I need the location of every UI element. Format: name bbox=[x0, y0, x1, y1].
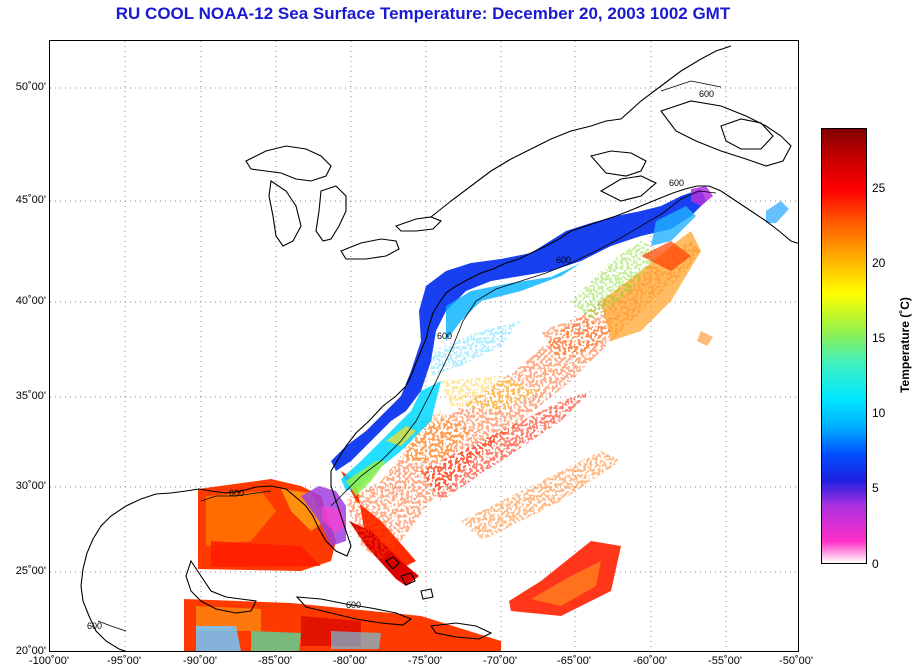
lat-label-30: 30˚00' bbox=[15, 480, 46, 492]
lon-label-80: -80˚00' bbox=[333, 655, 367, 667]
lon-label-55: -55˚00' bbox=[708, 655, 742, 667]
coastlines bbox=[80, 45, 798, 651]
lat-label-50: 50˚00' bbox=[15, 81, 46, 93]
colorbar-tick-15: 15 bbox=[872, 331, 886, 345]
lon-label-95: -95˚00' bbox=[107, 655, 141, 667]
lat-label-35: 35˚00' bbox=[15, 390, 46, 402]
lon-label-50: -50˚00' bbox=[779, 655, 813, 667]
isobath-label-gulf: 600 bbox=[229, 488, 244, 498]
isobath-label-scotian: 600 bbox=[669, 178, 684, 188]
map-title: RU COOL NOAA-12 Sea Surface Temperature:… bbox=[115, 4, 731, 23]
isobath-label-cuba: 600 bbox=[346, 600, 361, 610]
lat-label-20: 20˚00' bbox=[15, 645, 46, 657]
colorbar-tick-0: 0 bbox=[872, 557, 879, 571]
isobath-labels: 600 600 600 600 600 600 600 bbox=[87, 89, 714, 631]
temperature-colorbar bbox=[821, 128, 867, 564]
lon-label-70: -70˚00' bbox=[483, 655, 517, 667]
sst-data-layer bbox=[184, 186, 789, 651]
southeast-patch bbox=[509, 541, 621, 616]
lat-label-40: 40˚00' bbox=[15, 295, 46, 307]
isobath-600 bbox=[97, 80, 722, 632]
lon-label-60: -60˚00' bbox=[633, 655, 667, 667]
sst-map: 600 600 600 600 600 600 600 bbox=[49, 40, 799, 652]
isobath-label-yucatan: 600 bbox=[87, 621, 102, 631]
lon-label-75: -75˚00' bbox=[408, 655, 442, 667]
lat-label-25: 25˚00' bbox=[15, 565, 46, 577]
colorbar-tick-5: 5 bbox=[872, 481, 879, 495]
colorbar-label: Temperature (˚C) bbox=[898, 297, 912, 393]
isobath-label-carolina: 600 bbox=[437, 331, 452, 341]
colorbar-tick-20: 20 bbox=[872, 256, 886, 270]
lon-label-100: -100˚00' bbox=[28, 655, 70, 667]
colorbar-tick-25: 25 bbox=[872, 181, 886, 195]
isobath-label-gulf-stlawrence: 600 bbox=[699, 89, 714, 99]
lat-label-45: 45˚00' bbox=[15, 194, 46, 206]
colorbar-tick-10: 10 bbox=[872, 406, 886, 420]
lon-label-65: -65˚00' bbox=[557, 655, 591, 667]
lon-label-90: -90˚00' bbox=[183, 655, 217, 667]
lon-label-85: -85˚00' bbox=[258, 655, 292, 667]
isobath-label-georges: 600 bbox=[556, 255, 571, 265]
